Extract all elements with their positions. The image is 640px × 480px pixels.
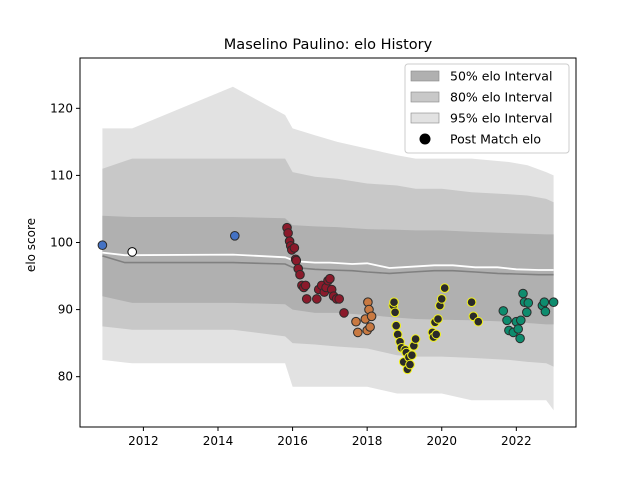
post-match-elo-point [334, 294, 345, 304]
post-match-elo-point [498, 306, 509, 316]
mean-elo-line [102, 251, 554, 271]
post-match-elo-point [502, 315, 512, 326]
y-tick-label: 100 [50, 236, 73, 250]
post-match-elo-point [127, 247, 137, 257]
post-match-elo-point [365, 322, 375, 332]
post-match-elo-point [391, 320, 402, 331]
post-match-elo-point [351, 316, 361, 327]
y-tick-label: 110 [50, 168, 73, 182]
post-match-elo-point [325, 273, 335, 284]
legend: 50% elo Interval 80% elo Interval 95% elo … [404, 63, 570, 154]
chart-title: Maselino Paulino: elo History [224, 37, 433, 53]
post-match-elo-point [539, 297, 550, 308]
y-tick-label: 90 [58, 303, 73, 317]
x-tick-label: 2020 [426, 434, 457, 448]
post-match-elo-point [436, 294, 447, 304]
post-match-elo-point [548, 297, 559, 308]
legend-label: Post Match elo [450, 132, 541, 147]
y-tick-label: 80 [58, 370, 73, 384]
post-match-elo-point [466, 297, 477, 308]
post-match-elo-point [353, 327, 363, 338]
post-match-elo-point [410, 334, 421, 344]
y-tick-label: 120 [50, 101, 73, 115]
post-match-elo-point [312, 294, 322, 304]
legend-label: 95% elo Interval [450, 111, 552, 126]
post-match-elo-point [513, 324, 524, 334]
legend-box [404, 63, 570, 154]
post-match-elo-point [300, 280, 311, 291]
post-match-elo-point [295, 269, 305, 280]
post-match-elo-point [389, 297, 399, 308]
legend-marker [419, 133, 431, 145]
median-elo-line [102, 255, 554, 276]
post-match-elo-point [523, 298, 534, 308]
post-match-elo-point [283, 228, 293, 238]
legend-swatch [410, 91, 440, 103]
x-tick-label: 2016 [277, 434, 308, 448]
post-match-elo-point [366, 311, 377, 322]
legend-label: 50% elo Interval [450, 69, 552, 84]
legend-label: 80% elo Interval [450, 90, 552, 105]
post-match-elo-point [433, 314, 443, 324]
y-axis-title: elo score [24, 218, 38, 272]
post-match-elo-point [301, 294, 312, 304]
x-tick-label: 2014 [203, 434, 234, 448]
post-match-elo-point [407, 350, 417, 361]
post-match-elo-point [97, 240, 108, 250]
post-match-elo-point [291, 255, 302, 266]
post-match-elo-point [289, 243, 300, 253]
post-match-elo-point [405, 359, 415, 370]
legend-swatch [410, 70, 440, 82]
x-tick-label: 2022 [501, 434, 532, 448]
post-match-elo-point [473, 316, 484, 327]
x-tick-label: 2012 [128, 434, 159, 448]
plot-area [97, 86, 559, 411]
post-match-elo-point [230, 231, 240, 241]
post-match-elo-point [390, 307, 400, 318]
post-match-elo-point [540, 306, 551, 317]
post-match-elo-point [439, 283, 450, 293]
post-match-elo-point [515, 333, 525, 344]
axes: 2012 2014 2016 2018 2020 2022 80 90 100 110 120 [50, 57, 577, 448]
post-match-elo-point [522, 307, 532, 318]
legend-swatch [410, 112, 440, 124]
post-match-elo-point [339, 308, 349, 318]
post-match-elo-point [431, 329, 442, 340]
x-tick-label: 2018 [352, 434, 383, 448]
post-match-elo-point [518, 288, 528, 299]
post-match-elo-point [516, 315, 526, 326]
